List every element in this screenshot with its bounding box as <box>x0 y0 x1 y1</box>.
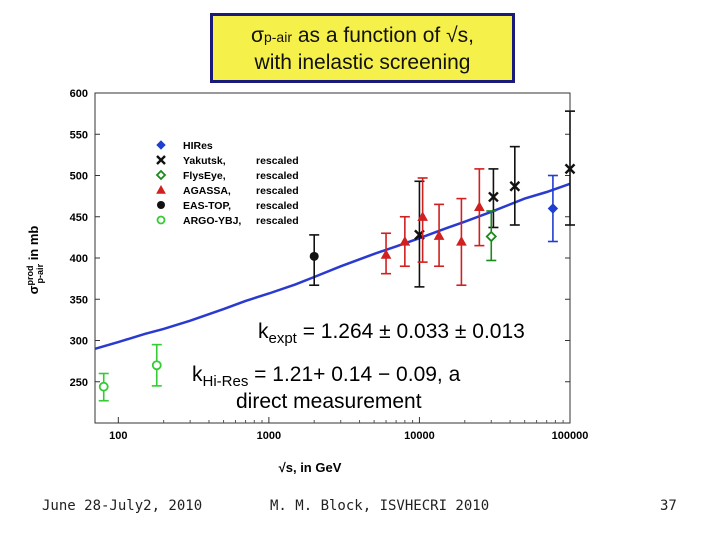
marker-cross <box>509 180 521 192</box>
marker-open-circle <box>98 381 109 392</box>
marker-circle <box>157 201 165 209</box>
k-hires-annotation: kHi-Res = 1.21+ 0.14 − 0.09, a <box>192 363 461 390</box>
marker-cross <box>156 155 166 165</box>
marker-diamond <box>547 203 559 214</box>
y-tick-label: 350 <box>70 294 88 306</box>
y-tick-label: 300 <box>70 336 88 348</box>
marker-open-circle <box>156 215 166 225</box>
legend-label: EAS-TOP, <box>183 200 231 212</box>
y-tick-label: 450 <box>70 212 88 224</box>
legend-label: AGASSA, <box>183 185 231 197</box>
y-tick-label: 500 <box>70 171 88 183</box>
axes: 250 300 350 400 450 500 550 600 100 1000 10000 1000… <box>70 88 589 442</box>
k-expt-annotation: kexpt = 1.264 ± 0.033 ± 0.013 <box>258 320 525 347</box>
legend-label: Yakutsk, <box>183 155 226 167</box>
y-axis-label: σprodp-air in mb <box>25 226 45 295</box>
title-line-2: with inelastic screening <box>254 51 471 74</box>
marker-triangle <box>456 235 467 246</box>
x-tick-label: 100000 <box>552 430 589 442</box>
legend-note: rescaled <box>256 215 299 227</box>
x-tick-label: 100 <box>109 430 127 442</box>
y-tick-label: 250 <box>70 377 88 389</box>
footer-page-number: 37 <box>660 498 677 514</box>
direct-measurement-annotation: direct measurement <box>236 390 422 413</box>
marker-open-diamond <box>155 169 167 181</box>
title-line-1: σp-air as a function of √s, <box>251 24 474 47</box>
x-tick-label: 1000 <box>257 430 281 442</box>
legend-label: HIRes <box>183 140 213 152</box>
y-tick-label: 600 <box>70 88 88 100</box>
marker-diamond <box>156 140 166 150</box>
y-tick-label: 550 <box>70 129 88 141</box>
marker-triangle <box>474 201 485 211</box>
marker-open-diamond <box>485 230 498 243</box>
marker-circle <box>309 251 319 261</box>
legend: HIRes Yakutsk, rescaled FlysEye, rescaled AGA… <box>155 140 299 227</box>
x-axis-label: √s, in GeV <box>279 460 342 475</box>
marker-triangle <box>399 235 411 246</box>
marker-open-circle <box>151 360 162 371</box>
footer-author: M. M. Block, ISVHECRI 2010 <box>270 498 490 514</box>
marker-cross <box>564 163 576 175</box>
legend-note: rescaled <box>256 200 299 212</box>
data-points <box>98 110 576 402</box>
legend-note: rescaled <box>256 155 299 167</box>
x-tick-label: 10000 <box>404 430 435 442</box>
marker-triangle <box>380 249 392 259</box>
legend-note: rescaled <box>256 185 299 197</box>
marker-triangle <box>433 230 445 240</box>
legend-label: ARGO-YBJ, <box>183 215 241 227</box>
legend-label: FlysEye, <box>183 170 226 182</box>
legend-note: rescaled <box>256 170 299 182</box>
marker-triangle <box>156 184 166 194</box>
title-box: σp-air as a function of √s, with inelast… <box>210 13 515 83</box>
footer-date: June 28-July2, 2010 <box>42 498 203 514</box>
y-tick-label: 400 <box>70 253 88 265</box>
marker-triangle <box>417 211 428 221</box>
marker-cross <box>488 191 499 203</box>
fit-curve <box>94 182 571 351</box>
